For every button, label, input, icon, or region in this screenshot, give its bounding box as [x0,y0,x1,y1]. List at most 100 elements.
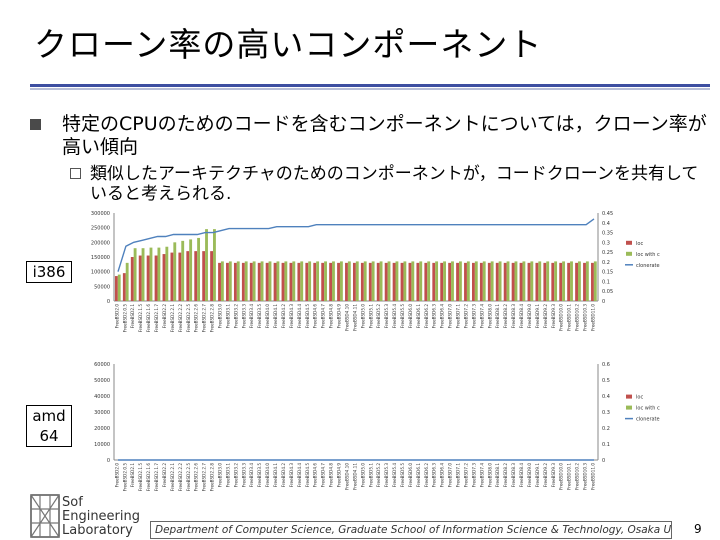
x-tick-label: FreeBSD7.2 [463,463,468,488]
x-tick-label: FreeBSD4.8 [329,304,334,329]
bar-loc [186,251,190,301]
bar-loc [591,262,594,301]
x-tick-label: FreeBSD10.0 [559,463,564,490]
bar-loc-with-c [205,229,208,301]
x-tick-label: FreeBSD9.3 [551,463,556,488]
y-left-tick-label: 0 [107,458,110,464]
x-tick-label: FreeBSD8.4 [519,304,524,329]
x-tick-label: FreeBSD4.10 [344,304,349,331]
x-tick-label: FreeBSD2.2.7 [202,304,207,333]
x-tick-label: FreeBSD6.0 [408,463,413,488]
bar-loc-with-c [562,261,565,301]
bar-loc [313,262,317,301]
bar-loc [321,262,325,301]
bar-loc-with-c [244,261,248,301]
y-right-tick-label: 0 [602,299,605,305]
clonerate-line [117,218,595,272]
x-tick-label: FreeBSD8.2 [503,463,508,488]
bar-loc [376,262,380,301]
bar-loc-with-c [173,242,177,301]
bar-loc-with-c [236,261,240,301]
x-tick-label: FreeBSD2.2.2 [178,463,183,492]
bar-loc [265,262,269,301]
bar-loc [448,262,452,301]
x-tick-label: FreeBSD6.4 [440,463,445,488]
x-tick-label: FreeBSD3.3 [241,463,246,488]
x-tick-label: FreeBSD8.2 [503,304,508,329]
x-tick-label: FreeBSD7.4 [479,304,484,329]
x-tick-label: FreeBSD8.3 [511,463,516,488]
x-tick-label: FreeBSD7.3 [471,304,476,329]
bar-loc [352,262,356,301]
bar-loc-with-c [268,261,272,301]
x-tick-label: FreeBSD3.0 [218,463,223,488]
x-tick-label: FreeBSD8.3 [511,304,516,329]
bar-loc [408,262,412,301]
bullet-1-text: 特定のCPUのためのコードを含むコンポーネントについては，クローン率が高い傾向 [62,113,707,158]
bar-loc-with-c [585,261,589,301]
bar-loc [146,255,150,301]
x-tick-label: FreeBSD6.3 [432,463,437,488]
bar-loc-with-c [197,237,201,301]
bar-loc [575,262,579,301]
x-tick-label: FreeBSD4.4 [297,463,302,488]
y-left-tick-label: 250000 [91,226,110,232]
x-tick-label: FreeBSD10.3 [582,463,587,490]
page-number: 9 [694,522,702,536]
bar-loc [472,262,475,301]
x-tick-label: FreeBSD5.2 [376,463,381,488]
bar-loc [289,262,293,301]
y-right-tick-label: 0.4 [602,394,610,400]
x-tick-label: FreeBSD2.2.6 [194,304,199,333]
y-right-tick-label: 0.2 [602,260,610,266]
bar-loc [122,273,126,301]
bar-loc-with-c [427,261,431,301]
y-right-tick-label: 0.35 [602,231,613,237]
x-tick-label: FreeBSD3.4 [249,463,254,488]
bar-loc [400,262,404,301]
x-tick-label: FreeBSD2.2.2 [178,304,183,333]
bar-loc [226,262,229,301]
bar-loc-with-c [308,261,312,301]
bar-loc [257,262,261,301]
x-tick-label: FreeBSD2.2.6 [194,463,199,492]
y-right-tick-label: 0.6 [602,362,610,368]
x-tick-label: FreeBSD2.1.5 [138,463,143,492]
x-tick-label: FreeBSD9.1 [535,463,540,488]
bar-loc-with-c [252,261,256,301]
x-tick-label: FreeBSD6.4 [440,304,445,329]
x-tick-label: FreeBSD4.4 [297,304,302,329]
legend-label: loc with c [636,406,660,412]
legend-swatch [626,405,632,410]
bar-loc-with-c [355,261,359,301]
bar-loc-with-c [379,261,383,301]
bar-loc [543,262,547,301]
bar-loc [297,262,301,301]
x-tick-label: FreeBSD2.1.6 [146,304,151,333]
bar-loc-with-c [181,240,185,301]
y-left-tick-label: 100000 [91,270,110,276]
x-tick-label: FreeBSD2.0 [114,304,119,329]
bar-loc-with-c [490,261,494,301]
x-tick-label: FreeBSD4.6 [313,304,318,329]
bar-loc-with-c [435,261,439,301]
bar-loc-with-c [220,261,224,301]
bar-loc-with-c [419,261,423,301]
x-tick-label: FreeBSD5.1 [368,304,373,329]
bar-loc-with-c [530,261,534,301]
x-tick-label: FreeBSD6.2 [424,463,429,488]
x-tick-label: FreeBSD4.2 [281,463,286,488]
bar-loc-with-c [284,261,288,301]
x-tick-label: FreeBSD2.0.5 [122,463,127,492]
bullet-1: 特定のCPUのためのコードを含むコンポーネントについては，クローン率が高い傾向 [30,113,708,159]
bar-loc-with-c [371,261,375,301]
x-tick-label: FreeBSD7.4 [479,463,484,488]
x-tick-label: FreeBSD8.4 [519,463,524,488]
bar-loc [281,262,285,301]
y-right-tick-label: 0.1 [602,442,610,448]
bar-loc [424,262,428,301]
x-tick-label: FreeBSD3.1 [225,463,230,488]
y-right-tick-label: 0.45 [602,211,613,217]
bar-loc-with-c [125,262,129,301]
x-tick-label: FreeBSD3.0 [218,304,223,329]
